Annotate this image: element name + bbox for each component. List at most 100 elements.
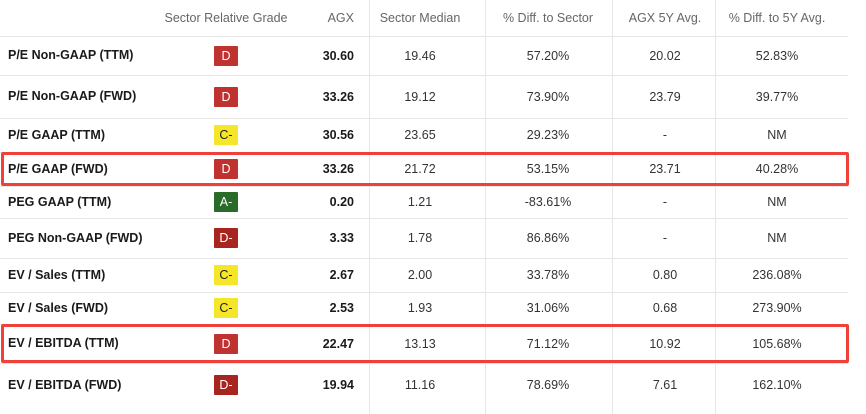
sector-median-value: 19.46	[404, 48, 436, 63]
row-divider	[0, 218, 848, 219]
sector-median-value: 13.13	[404, 336, 436, 351]
diff-sector-value: 78.69%	[526, 378, 570, 392]
table-row[interactable]: P/E Non-GAAP (FWD) D 33.26 19.12 73.90% 23.79…	[0, 75, 866, 118]
table-header: Sector Relative Grade AGX Sector Median …	[0, 0, 866, 36]
agx-value: 33.26	[322, 89, 354, 104]
row-divider	[0, 292, 848, 293]
table-row[interactable]: EV / Sales (FWD) C- 2.53 1.93 31.06% 0.68 273.…	[0, 292, 866, 324]
column-divider	[715, 0, 716, 414]
sector-median-value: 11.16	[404, 378, 436, 392]
five-year-avg-value: -	[662, 128, 668, 142]
row-divider	[0, 186, 848, 187]
header-sector-median[interactable]: Sector Median	[379, 11, 461, 25]
row-divider	[0, 36, 848, 37]
diff-5y-value: NM	[767, 231, 787, 245]
diff-sector-value: 53.15%	[526, 162, 570, 176]
diff-5y-value: 39.77%	[755, 89, 799, 104]
row-divider	[0, 363, 848, 364]
diff-5y-value: 162.10%	[752, 378, 802, 392]
diff-5y-value: 236.08%	[752, 268, 802, 282]
agx-value: 0.20	[329, 195, 354, 209]
five-year-avg-value: 20.02	[649, 48, 681, 63]
header-diff-5y[interactable]: % Diff. to 5Y Avg.	[728, 11, 826, 25]
metric-name[interactable]: EV / EBITDA (TTM)	[8, 336, 119, 350]
grade-cell: D-	[160, 218, 292, 258]
grade-cell: D	[160, 152, 292, 186]
metric-name[interactable]: P/E Non-GAAP (TTM)	[8, 48, 134, 62]
sector-median-value: 21.72	[404, 162, 436, 176]
diff-sector-value: 33.78%	[526, 268, 570, 282]
column-divider	[485, 0, 486, 414]
sector-median-value: 1.78	[407, 231, 433, 245]
five-year-avg-value: 23.79	[649, 89, 681, 104]
agx-value: 2.53	[329, 301, 354, 315]
table-row[interactable]: P/E GAAP (TTM) C- 30.56 23.65 29.23% - NM	[0, 118, 866, 152]
sector-median-value: 1.21	[407, 195, 433, 209]
grade-badge: A-	[214, 192, 238, 212]
diff-sector-value: 57.20%	[526, 48, 570, 63]
diff-sector-value: 29.23%	[526, 128, 570, 142]
table-row[interactable]: EV / EBITDA (FWD) D- 19.94 11.16 78.69% 7.61 1…	[0, 363, 866, 407]
grade-badge: D	[214, 333, 238, 354]
table-row[interactable]: P/E Non-GAAP (TTM) D 30.60 19.46 57.20% 20.02…	[0, 36, 866, 75]
grade-badge: D	[214, 45, 238, 66]
grade-cell: D	[160, 75, 292, 118]
diff-sector-value: 31.06%	[526, 301, 570, 315]
diff-sector-value: -83.61%	[524, 195, 572, 209]
header-diff-sector[interactable]: % Diff. to Sector	[502, 11, 594, 25]
column-divider	[369, 0, 370, 414]
header-5y-avg[interactable]: AGX 5Y Avg.	[628, 11, 702, 25]
five-year-avg-value: -	[662, 195, 668, 209]
grade-cell: D	[160, 36, 292, 75]
diff-5y-value: NM	[767, 195, 787, 209]
agx-value: 22.47	[322, 336, 354, 351]
row-divider	[0, 118, 848, 119]
metric-name[interactable]: PEG GAAP (TTM)	[8, 194, 112, 209]
sector-median-value: 23.65	[404, 128, 436, 142]
metric-name[interactable]: P/E Non-GAAP (FWD)	[8, 89, 137, 103]
agx-value: 2.67	[329, 268, 354, 282]
five-year-avg-value: 23.71	[649, 162, 681, 176]
table-row[interactable]: PEG GAAP (TTM) A- 0.20 1.21 -83.61% - NM	[0, 186, 866, 218]
metric-name[interactable]: EV / Sales (FWD)	[8, 300, 109, 315]
header-grade[interactable]: Sector Relative Grade	[164, 11, 288, 25]
grade-badge: C-	[214, 298, 238, 318]
sector-median-value: 1.93	[407, 301, 433, 315]
grade-badge: D-	[214, 375, 238, 395]
metric-name[interactable]: PEG Non-GAAP (FWD)	[8, 230, 143, 245]
row-divider	[0, 75, 848, 76]
grade-cell: C-	[160, 258, 292, 292]
metric-name[interactable]: P/E GAAP (TTM)	[8, 127, 105, 142]
header-agx[interactable]: AGX	[327, 11, 354, 25]
agx-value: 19.94	[322, 378, 354, 392]
grade-cell: A-	[160, 186, 292, 218]
diff-sector-value: 86.86%	[526, 231, 570, 245]
column-divider	[612, 0, 613, 414]
agx-value: 3.33	[329, 231, 354, 245]
diff-5y-value: NM	[767, 128, 787, 142]
grade-badge: D-	[214, 228, 238, 248]
metric-name[interactable]: EV / EBITDA (FWD)	[8, 377, 122, 392]
table-row[interactable]: EV / Sales (TTM) C- 2.67 2.00 33.78% 0.80 236.…	[0, 258, 866, 292]
grade-cell: D-	[160, 363, 292, 407]
agx-value: 33.26	[322, 162, 354, 176]
diff-sector-value: 71.12%	[526, 336, 570, 351]
metric-name[interactable]: P/E GAAP (FWD)	[8, 161, 108, 176]
diff-5y-value: 52.83%	[755, 48, 799, 63]
metric-name[interactable]: EV / Sales (TTM)	[8, 267, 106, 282]
grade-badge: D	[214, 86, 238, 107]
grade-cell: D	[160, 324, 292, 363]
five-year-avg-value: 0.68	[652, 301, 678, 315]
row-highlight-box	[1, 152, 849, 186]
sector-median-value: 19.12	[404, 89, 436, 104]
grade-cell: C-	[160, 292, 292, 324]
five-year-avg-value: 0.80	[652, 268, 678, 282]
table-row[interactable]: PEG Non-GAAP (FWD) D- 3.33 1.78 86.86% - NM	[0, 218, 866, 258]
diff-5y-value: 105.68%	[752, 336, 802, 351]
grade-badge: C-	[214, 125, 238, 145]
grade-badge: D	[214, 159, 238, 179]
five-year-avg-value: -	[662, 231, 668, 245]
five-year-avg-value: 10.92	[649, 336, 681, 351]
diff-sector-value: 73.90%	[526, 89, 570, 104]
